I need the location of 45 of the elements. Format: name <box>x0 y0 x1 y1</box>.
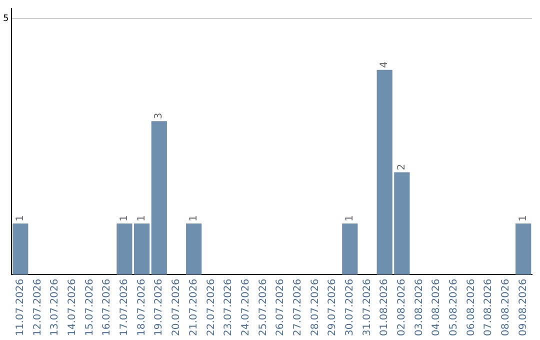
data-label: 1 <box>518 215 529 222</box>
bar <box>186 224 202 275</box>
data-label: 1 <box>344 215 356 222</box>
x-tick-label: 14.07.2026 <box>67 278 78 336</box>
x-tick-label: 23.07.2026 <box>223 278 234 336</box>
data-label: 1 <box>14 215 26 222</box>
x-tick-label: 29.07.2026 <box>327 278 338 336</box>
x-tick-label: 22.07.2026 <box>206 278 217 336</box>
x-tick-label: 11.07.2026 <box>14 278 26 336</box>
x-tick-label: 24.07.2026 <box>240 278 252 336</box>
bar <box>342 224 358 275</box>
x-tick-label: 30.07.2026 <box>344 278 356 336</box>
data-label: 1 <box>188 215 200 222</box>
x-tick-label: 25.07.2026 <box>258 278 269 336</box>
x-tick-label: 28.07.2026 <box>310 278 321 336</box>
x-tick-label: 12.07.2026 <box>32 278 44 336</box>
x-tick-label: 01.08.2026 <box>379 278 390 336</box>
x-tick-label: 18.07.2026 <box>136 278 148 336</box>
x-tick-label: 19.07.2026 <box>154 278 165 336</box>
y-tick-label: 5 <box>2 14 9 24</box>
x-tick-label: 04.08.2026 <box>431 278 442 336</box>
x-tick-label: 17.07.2026 <box>119 278 130 336</box>
x-tick-label: 21.07.2026 <box>188 278 200 336</box>
x-tick-label: 06.08.2026 <box>466 278 477 336</box>
bar <box>12 224 28 275</box>
x-tick-label: 31.07.2026 <box>362 278 373 336</box>
data-label: 1 <box>119 215 130 222</box>
data-label: 4 <box>379 61 390 68</box>
x-tick-label: 09.08.2026 <box>518 278 529 336</box>
x-tick-label: 02.08.2026 <box>396 278 408 336</box>
x-tick-label: 03.08.2026 <box>414 278 425 336</box>
x-tick-label: 16.07.2026 <box>102 278 113 336</box>
x-tick-label: 26.07.2026 <box>275 278 286 336</box>
x-tick-label: 27.07.2026 <box>292 278 304 336</box>
bar <box>516 224 532 275</box>
bar <box>151 121 167 275</box>
x-tick-label: 15.07.2026 <box>84 278 96 336</box>
x-tick-label: 07.08.2026 <box>483 278 494 336</box>
x-tick-label: 13.07.2026 <box>50 278 61 336</box>
x-tick-label: 08.08.2026 <box>500 278 512 336</box>
data-label: 1 <box>136 215 148 222</box>
x-tick-label: 20.07.2026 <box>171 278 182 336</box>
x-tick-label: 05.08.2026 <box>448 278 460 336</box>
data-label: 3 <box>154 112 165 120</box>
data-label: 2 <box>396 164 408 170</box>
